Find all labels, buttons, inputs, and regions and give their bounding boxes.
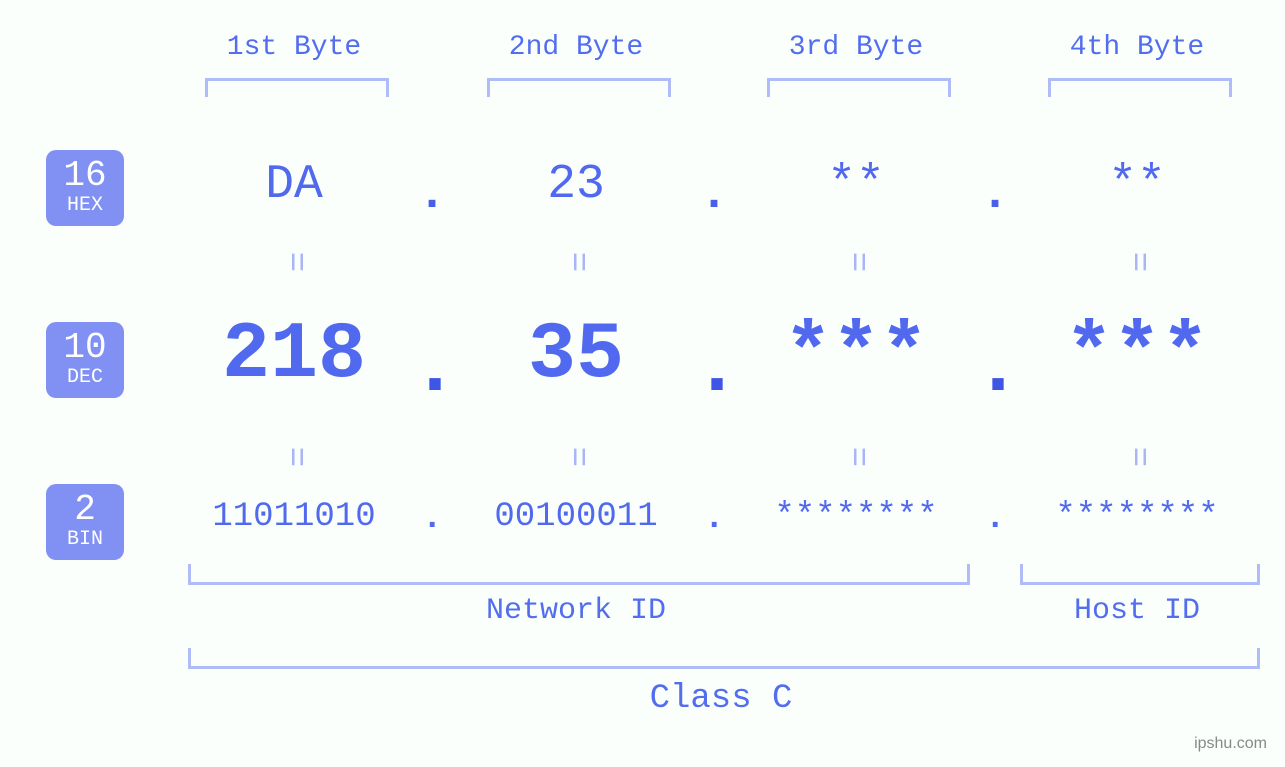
bin-byte-2: 00100011 xyxy=(446,498,706,536)
host-id-label: Host ID xyxy=(1020,594,1254,628)
byte-label-4: 4th Byte xyxy=(1022,32,1252,63)
bin-byte-4: ******** xyxy=(1007,498,1267,536)
bin-byte-1: 11011010 xyxy=(164,498,424,536)
equals-icon: = xyxy=(557,444,595,470)
radix-badge-bin-txt: BIN xyxy=(46,530,124,550)
radix-badge-dec-num: 10 xyxy=(46,330,124,366)
bin-byte-3: ******** xyxy=(726,498,986,536)
hex-dot-3: . xyxy=(980,168,1010,222)
bin-dot-3: . xyxy=(985,500,1005,538)
equals-icon: = xyxy=(1118,249,1156,275)
byte-label-1: 1st Byte xyxy=(179,32,409,63)
radix-badge-bin: 2 BIN xyxy=(46,484,124,560)
bin-dot-1: . xyxy=(422,500,442,538)
dec-dot-1: . xyxy=(411,324,451,415)
radix-badge-bin-num: 2 xyxy=(46,492,124,528)
network-id-bracket xyxy=(188,564,970,585)
class-label: Class C xyxy=(188,680,1254,718)
radix-badge-hex: 16 HEX xyxy=(46,150,124,226)
bin-dot-2: . xyxy=(704,500,724,538)
equals-icon: = xyxy=(837,249,875,275)
host-id-bracket xyxy=(1020,564,1260,585)
network-id-label: Network ID xyxy=(188,594,964,628)
dec-dot-3: . xyxy=(974,324,1014,415)
top-bracket-2 xyxy=(487,78,671,97)
hex-byte-2: 23 xyxy=(461,158,691,212)
dec-dot-2: . xyxy=(693,324,733,415)
hex-dot-1: . xyxy=(417,168,447,222)
hex-byte-1: DA xyxy=(179,158,409,212)
top-bracket-3 xyxy=(767,78,951,97)
dec-byte-3: *** xyxy=(734,310,978,401)
radix-badge-hex-txt: HEX xyxy=(46,196,124,216)
top-bracket-4 xyxy=(1048,78,1232,97)
top-bracket-1 xyxy=(205,78,389,97)
dec-byte-2: 35 xyxy=(454,310,698,401)
hex-dot-2: . xyxy=(699,168,729,222)
equals-icon: = xyxy=(837,444,875,470)
hex-byte-4: ** xyxy=(1022,158,1252,212)
radix-badge-hex-num: 16 xyxy=(46,158,124,194)
class-bracket xyxy=(188,648,1260,669)
equals-icon: = xyxy=(275,249,313,275)
dec-byte-1: 218 xyxy=(172,310,416,401)
equals-icon: = xyxy=(557,249,595,275)
equals-icon: = xyxy=(275,444,313,470)
hex-byte-3: ** xyxy=(741,158,971,212)
watermark: ipshu.com xyxy=(1194,735,1267,753)
dec-byte-4: *** xyxy=(1015,310,1259,401)
byte-label-2: 2nd Byte xyxy=(461,32,691,63)
radix-badge-dec: 10 DEC xyxy=(46,322,124,398)
radix-badge-dec-txt: DEC xyxy=(46,368,124,388)
equals-icon: = xyxy=(1118,444,1156,470)
byte-label-3: 3rd Byte xyxy=(741,32,971,63)
